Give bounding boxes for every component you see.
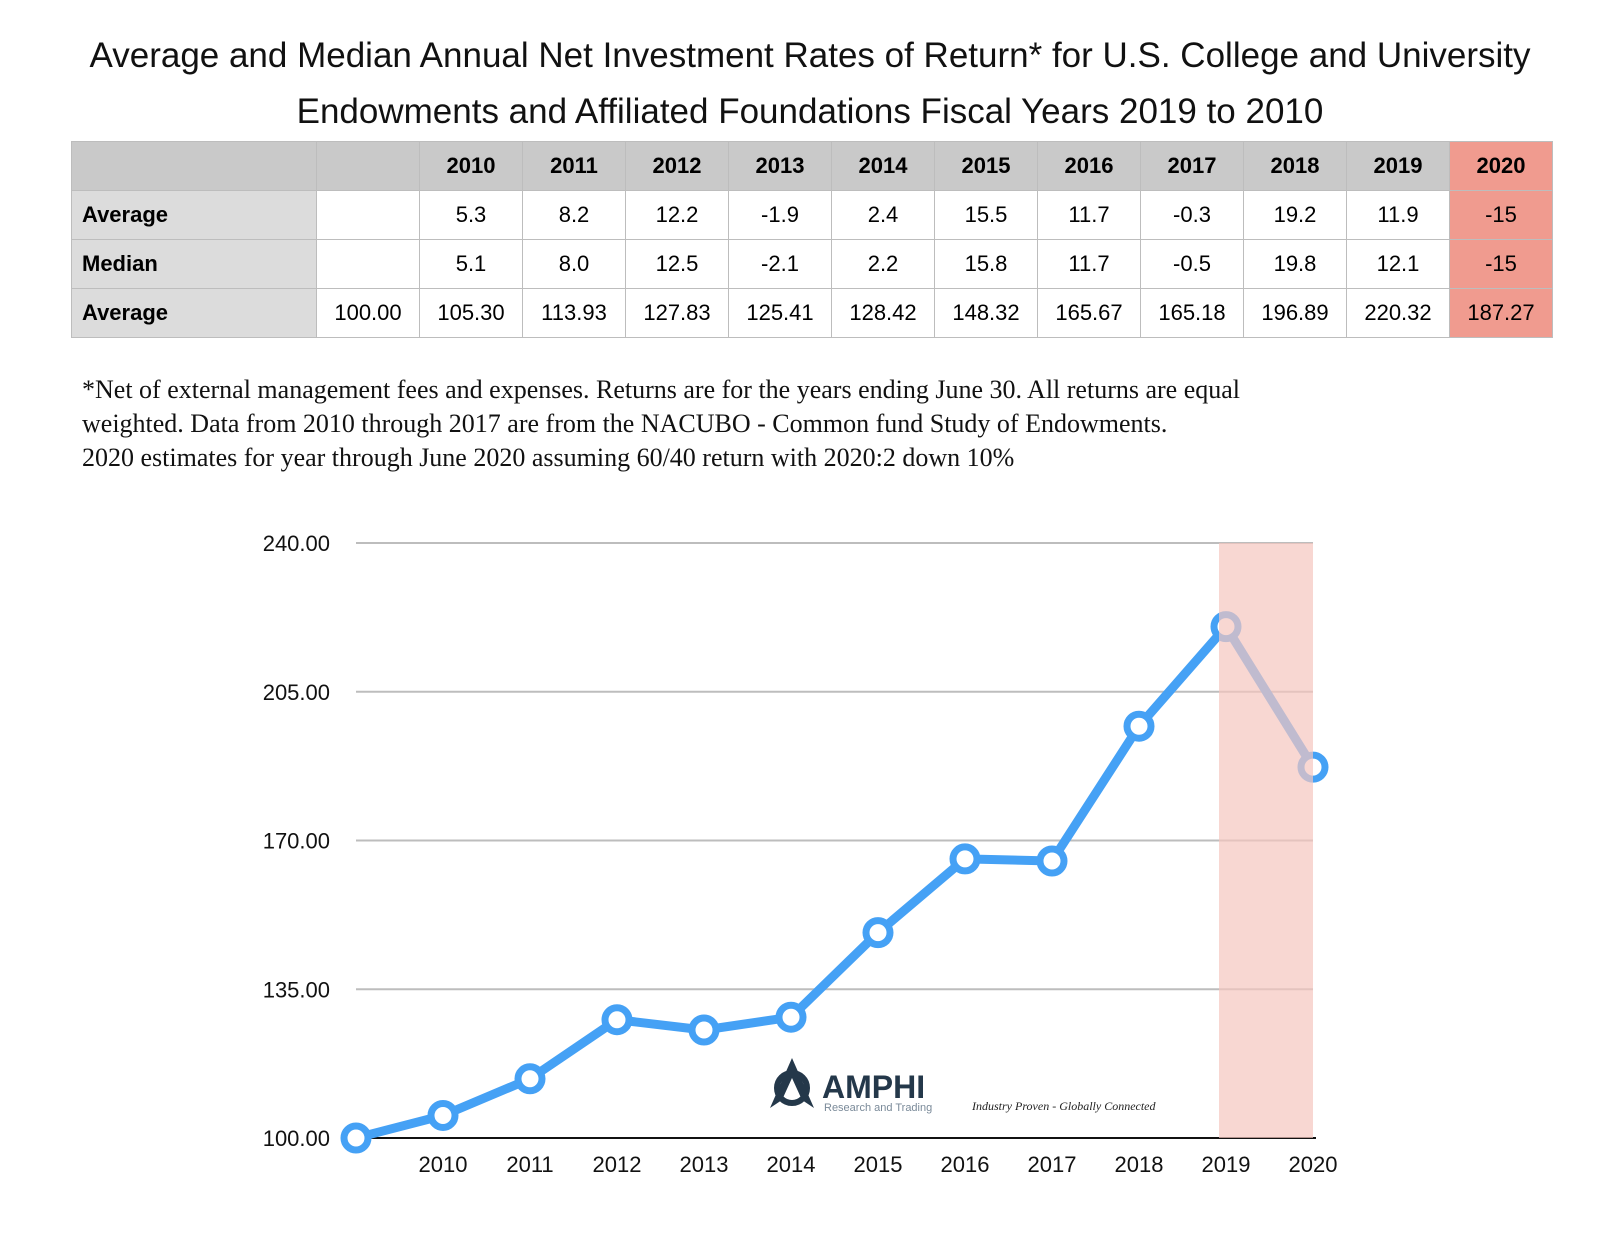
data-point <box>514 1063 546 1095</box>
x-tick-label: 2018 <box>1115 1152 1164 1177</box>
column-header <box>316 141 420 191</box>
x-tick-label: 2014 <box>767 1152 816 1177</box>
column-header: 2017 <box>1140 141 1244 191</box>
x-tick-label: 2016 <box>941 1152 990 1177</box>
table-cell: -0.3 <box>1140 190 1244 240</box>
y-tick-label: 135.00 <box>263 977 330 1002</box>
y-tick-label: 100.00 <box>263 1126 330 1151</box>
table-cell: 105.30 <box>419 288 523 338</box>
table-row: Median 5.1 8.0 12.5 -2.1 2.2 15.8 11.7 -0.5 19.8 1… <box>71 239 1553 289</box>
x-tick-label: 2015 <box>854 1152 903 1177</box>
page-title: Average and Median Annual Net Investment… <box>89 36 1531 131</box>
table-cell: -15 <box>1449 239 1553 289</box>
table-cell: 196.89 <box>1243 288 1347 338</box>
footnote: *Net of external management fees and exp… <box>82 373 1282 475</box>
table-row: Average 100.00 105.30 113.93 127.83 125.41 128… <box>71 288 1553 338</box>
table-cell: 165.18 <box>1140 288 1244 338</box>
column-header: 2013 <box>728 141 832 191</box>
table-header-row: 2010 2011 2012 2013 2014 2015 2016 2017 2018 2019… <box>71 141 1553 191</box>
x-tick-label: 2019 <box>1202 1152 1251 1177</box>
table-cell: 127.83 <box>625 288 729 338</box>
table-cell: 11.7 <box>1037 239 1141 289</box>
column-header: 2018 <box>1243 141 1347 191</box>
data-point <box>688 1014 720 1046</box>
table-cell <box>316 239 420 289</box>
table-cell: 113.93 <box>522 288 626 338</box>
logo-ring-icon <box>774 1070 810 1106</box>
table-cell: 12.2 <box>625 190 729 240</box>
table-cell: 19.2 <box>1243 190 1347 240</box>
table-cell: 2.4 <box>831 190 935 240</box>
table-cell: 8.2 <box>522 190 626 240</box>
returns-table: 2010 2011 2012 2013 2014 2015 2016 2017 2018 2019… <box>71 141 1553 338</box>
table-cell <box>316 190 420 240</box>
logo-subtitle: Research and Trading <box>824 1102 932 1114</box>
row-label: Median <box>71 239 317 289</box>
x-tick-label: 2012 <box>593 1152 642 1177</box>
column-header: 2020 <box>1449 141 1553 191</box>
table-cell: -15 <box>1449 190 1553 240</box>
table-cell: 15.8 <box>934 239 1038 289</box>
x-tick-label: 2017 <box>1028 1152 1077 1177</box>
x-tick-label: 2011 <box>506 1152 553 1177</box>
table-cell: 8.0 <box>522 239 626 289</box>
table-cell: 5.3 <box>419 190 523 240</box>
column-header: 2015 <box>934 141 1038 191</box>
table-cell: 100.00 <box>316 288 420 338</box>
table-cell: 148.32 <box>934 288 1038 338</box>
table-cell: 220.32 <box>1346 288 1450 338</box>
y-tick-label: 205.00 <box>263 680 330 705</box>
shaded-region <box>1219 543 1313 1138</box>
table-cell: 128.42 <box>831 288 935 338</box>
x-tick-label: 2013 <box>680 1152 729 1177</box>
table-cell: 187.27 <box>1449 288 1553 338</box>
data-point <box>775 1001 807 1033</box>
logo-name: AMPHI <box>822 1069 925 1105</box>
data-point <box>427 1099 459 1131</box>
table-cell: 19.8 <box>1243 239 1347 289</box>
column-header <box>71 141 317 191</box>
table-cell: 165.67 <box>1037 288 1141 338</box>
data-point <box>601 1004 633 1036</box>
column-header: 2019 <box>1346 141 1450 191</box>
footnote-text: *Net of external management fees and exp… <box>82 375 1241 438</box>
logo-tagline: Industry Proven - Globally Connected <box>971 1099 1157 1113</box>
x-tick-label: 2020 <box>1289 1152 1338 1177</box>
y-tick-label: 240.00 <box>263 531 330 556</box>
table-cell: 12.5 <box>625 239 729 289</box>
column-header: 2014 <box>831 141 935 191</box>
data-point <box>949 843 981 875</box>
column-header: 2011 <box>522 141 626 191</box>
x-tick-label: 2010 <box>419 1152 468 1177</box>
column-header: 2016 <box>1037 141 1141 191</box>
table-cell: 125.41 <box>728 288 832 338</box>
footnote-estimate: 2020 estimates for year through June 202… <box>82 443 1015 472</box>
series-line <box>354 622 1317 1143</box>
table-cell: 11.7 <box>1037 190 1141 240</box>
table-cell: 12.1 <box>1346 239 1450 289</box>
data-point <box>1123 710 1155 742</box>
table-row: Average 5.3 8.2 12.2 -1.9 2.4 15.5 11.7 -0.3 19.2… <box>71 190 1553 240</box>
data-point <box>1036 845 1068 877</box>
data-point <box>862 917 894 949</box>
data-point <box>340 1122 372 1154</box>
table-cell: 11.9 <box>1346 190 1450 240</box>
y-tick-label: 170.00 <box>263 829 330 854</box>
row-label: Average <box>71 288 317 338</box>
table-cell: -1.9 <box>728 190 832 240</box>
